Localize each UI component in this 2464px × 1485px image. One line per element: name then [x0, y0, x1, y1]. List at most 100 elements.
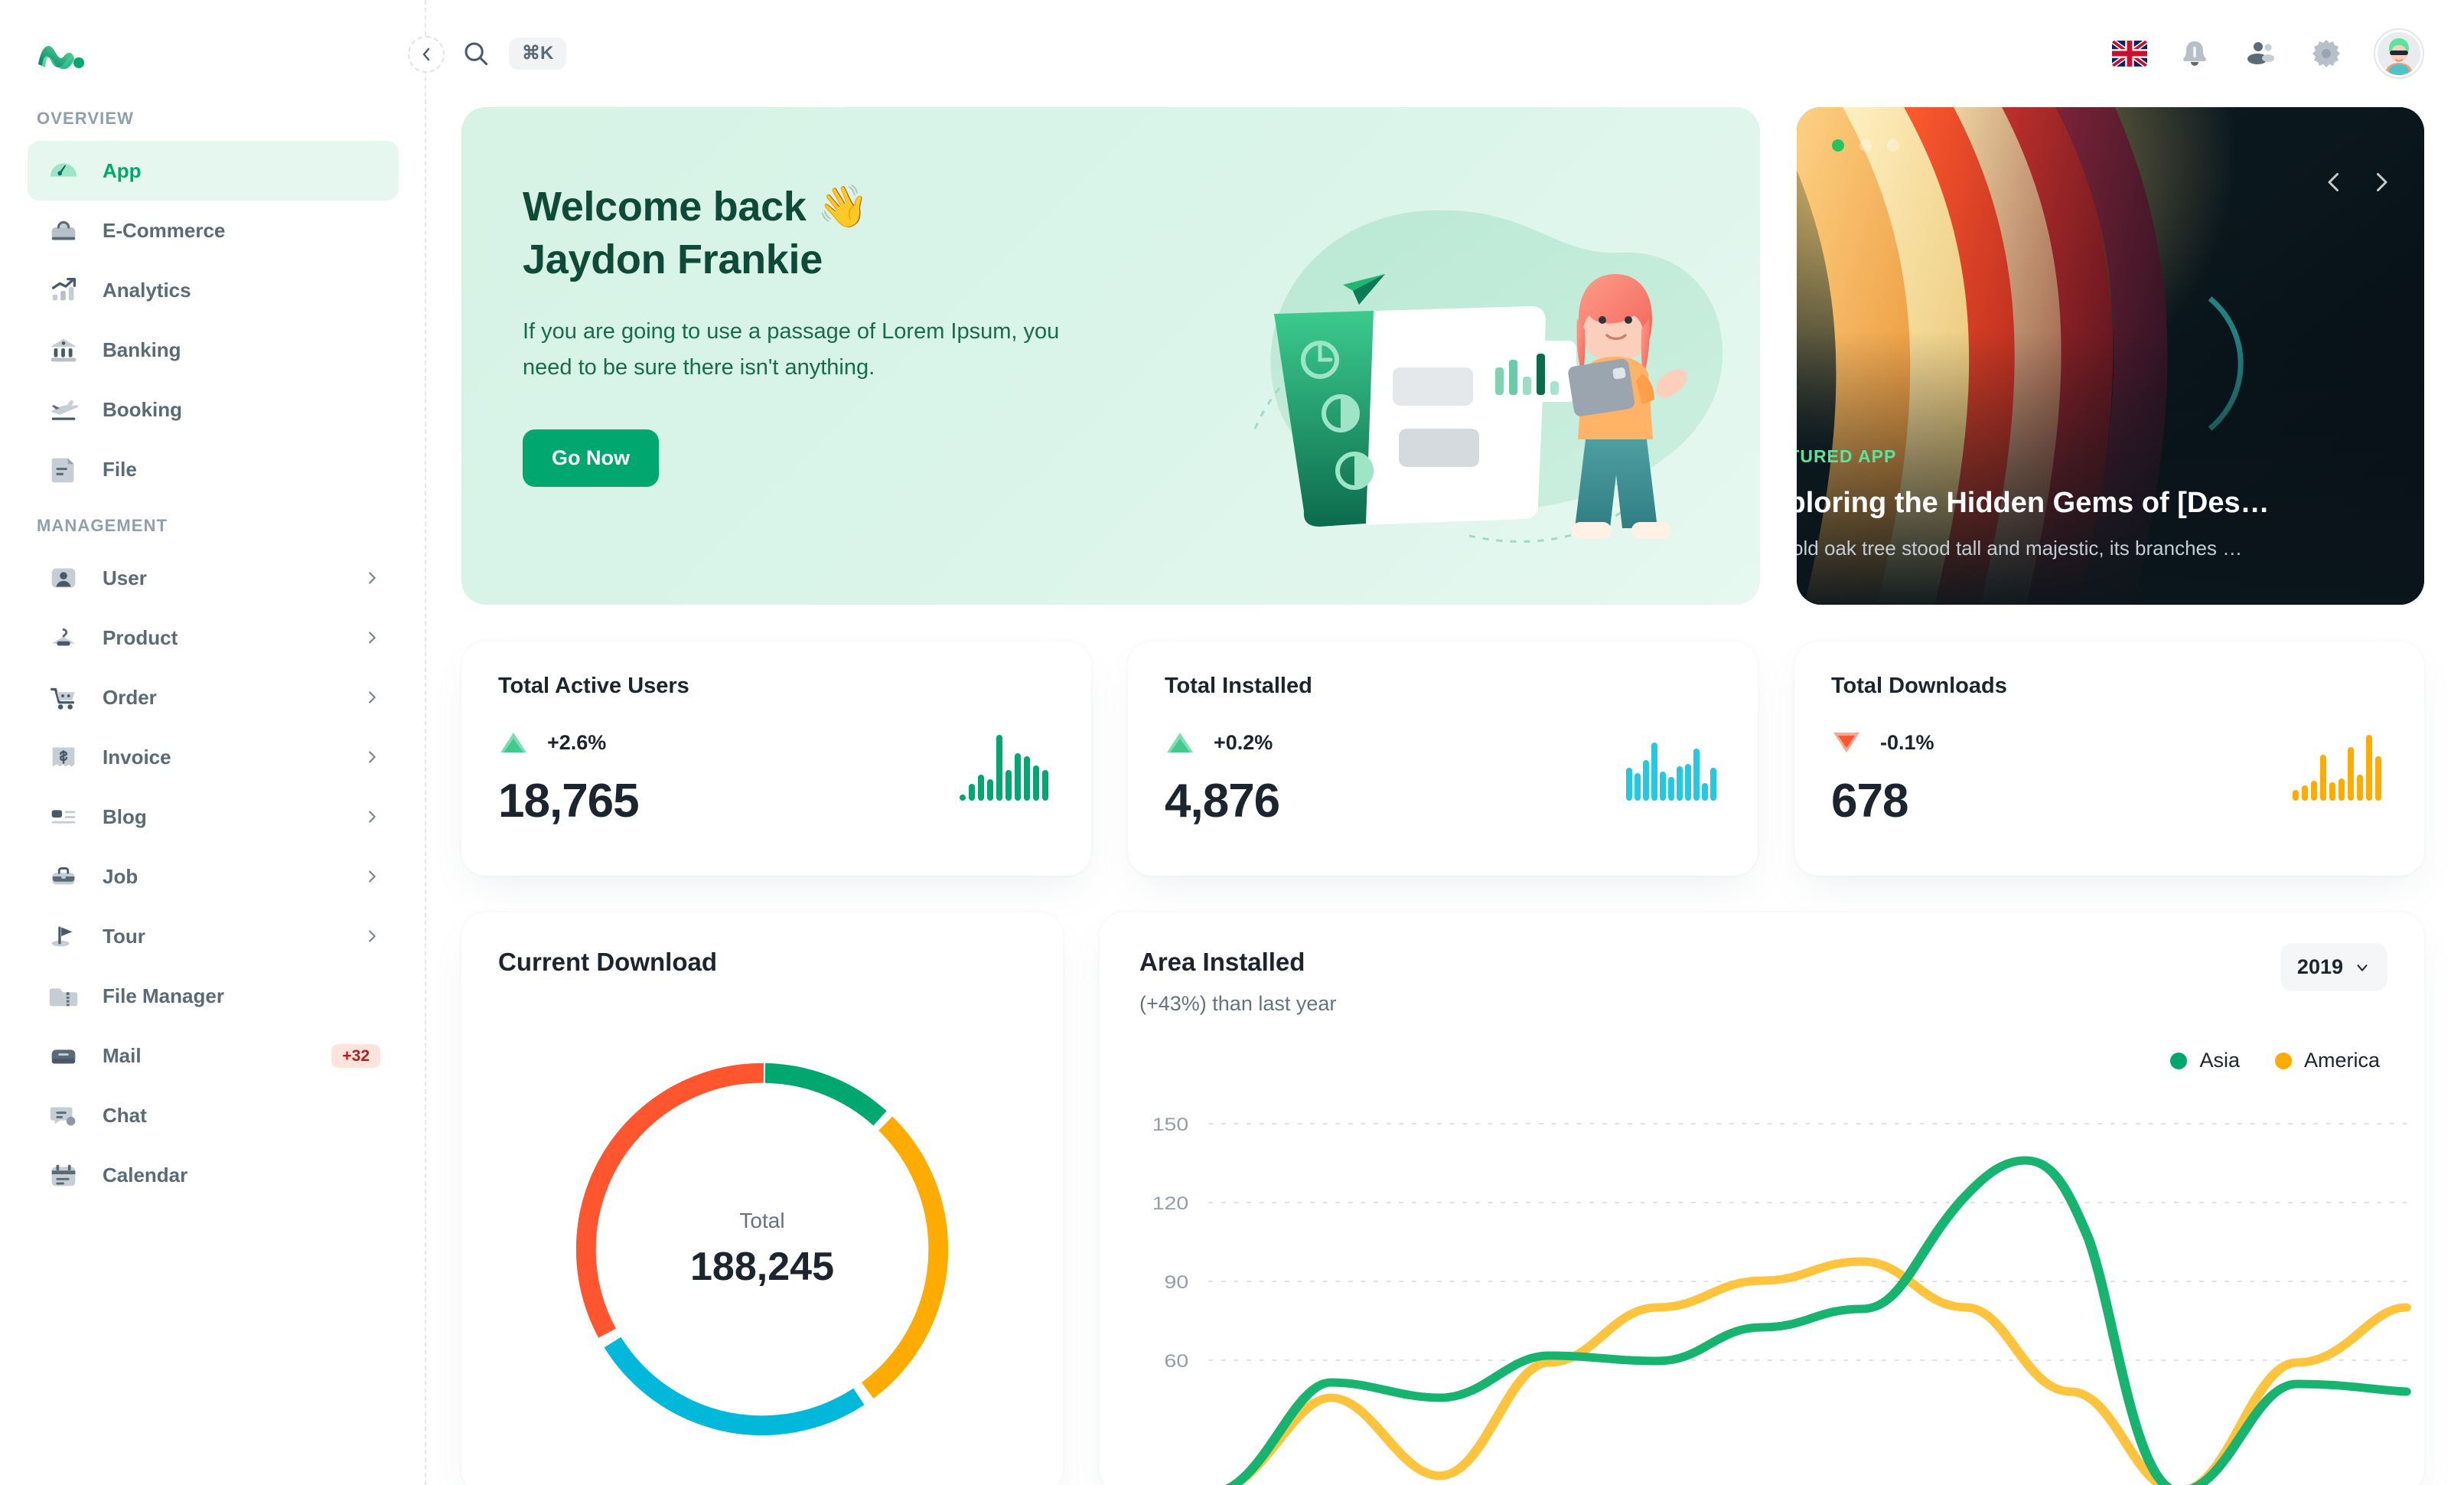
- sidebar-item-job[interactable]: Job: [28, 847, 399, 906]
- sidebar-item-file-manager[interactable]: File Manager: [28, 966, 399, 1026]
- current-download-card: Current Download: [461, 912, 1063, 1485]
- year-select[interactable]: 2019: [2280, 943, 2387, 991]
- bank-icon: [46, 332, 81, 367]
- welcome-banner: Welcome back 👋 Jaydon Frankie If you are…: [461, 107, 1760, 605]
- cart-icon: [46, 680, 81, 715]
- go-now-button[interactable]: Go Now: [523, 429, 659, 487]
- sidebar-collapse-button[interactable]: [408, 36, 445, 73]
- main-area: ⌘K: [426, 0, 2464, 1485]
- sidebar-item-label: Blog: [103, 805, 147, 828]
- sidebar-item-mail[interactable]: Mail +32: [28, 1026, 399, 1085]
- sidebar-item-label: Booking: [103, 397, 182, 421]
- donut-slice-ios[interactable]: [575, 1062, 949, 1436]
- card-title: Current Download: [498, 948, 717, 976]
- bag-icon: [46, 213, 81, 248]
- stat-title: Total Active Users: [498, 674, 689, 698]
- topbar-actions: [2112, 28, 2424, 79]
- chart-legend: Asia America: [2170, 1049, 2380, 1072]
- sidebar-item-product[interactable]: Product: [28, 608, 399, 667]
- stat-delta: +2.6%: [498, 729, 1054, 756]
- flag-icon: [46, 919, 81, 954]
- sidebar-item-label: E-Commerce: [103, 218, 226, 242]
- sidebar-item-blog[interactable]: Blog: [28, 787, 399, 847]
- stat-delta-value: +0.2%: [1214, 730, 1273, 754]
- chevron-right-icon: [369, 811, 376, 823]
- sidebar-item-label: Job: [103, 864, 139, 888]
- avatar-illustration: [2378, 32, 2420, 75]
- sidebar-item-label: File Manager: [103, 984, 224, 1007]
- stat-delta-value: +2.6%: [547, 730, 607, 754]
- sidebar-item-chat[interactable]: Chat: [28, 1085, 399, 1145]
- search-control[interactable]: ⌘K: [461, 38, 567, 70]
- bell-icon[interactable]: [2176, 35, 2213, 72]
- file-icon: [46, 452, 81, 487]
- carousel-dots[interactable]: [1832, 139, 1899, 152]
- donut-center-label: Total 188,245: [565, 1052, 960, 1447]
- featured-kicker: FEATURED APP: [1797, 446, 1897, 466]
- gear-icon[interactable]: [2308, 35, 2345, 72]
- donut-slice-window[interactable]: [575, 1062, 949, 1436]
- stat-card-total-active-users: Total Active Users +2.6% 18,765: [461, 641, 1091, 876]
- sidebar-item-file[interactable]: File: [28, 439, 399, 499]
- chat-icon: [46, 1098, 81, 1133]
- sidebar-item-label: Banking: [103, 338, 181, 361]
- legend-color-swatch: [2170, 1052, 2188, 1069]
- carousel-dot-3[interactable]: [1887, 139, 1899, 152]
- sidebar-item-label: Tour: [103, 924, 145, 948]
- search-shortcut-badge[interactable]: ⌘K: [509, 38, 567, 70]
- plane-icon: [46, 392, 81, 427]
- area-installed-card: Area Installed (+43%) than last year 201…: [1100, 912, 2424, 1485]
- carousel-prev-icon[interactable]: [2320, 168, 2348, 196]
- donut-chart: Total 188,245: [565, 1052, 960, 1447]
- sidebar-item-user[interactable]: User: [28, 548, 399, 608]
- contacts-icon[interactable]: [2242, 35, 2279, 72]
- sidebar-item-invoice[interactable]: Invoice: [28, 727, 399, 787]
- sparkline-chart: [1626, 742, 1716, 801]
- chevron-left-icon: [422, 47, 430, 61]
- stat-value: 678: [1831, 775, 1908, 827]
- sidebar-item-banking[interactable]: Banking: [28, 320, 399, 380]
- welcome-greeting: Welcome back 👋: [523, 184, 869, 230]
- sidebar-item-label: Order: [103, 685, 157, 709]
- sidebar-item-label: File: [103, 457, 137, 481]
- sidebar-item-label: Calendar: [103, 1163, 188, 1186]
- stat-delta-value: -0.1%: [1880, 730, 1934, 754]
- uk-flag-icon[interactable]: [2112, 41, 2147, 67]
- user-icon: [46, 560, 81, 596]
- chevron-right-icon: [369, 572, 376, 584]
- analytics-icon: [46, 273, 81, 308]
- sparkline-chart: [960, 735, 1048, 801]
- invoice-icon: [46, 739, 81, 775]
- sidebar-item-tour[interactable]: Tour: [28, 906, 399, 966]
- stat-title: Total Installed: [1165, 674, 1312, 698]
- sidebar-item-order[interactable]: Order: [28, 667, 399, 727]
- donut-slice-android[interactable]: [575, 1062, 949, 1436]
- sidebar-item-calendar[interactable]: Calendar: [28, 1145, 399, 1205]
- top-bar: ⌘K: [426, 0, 2464, 107]
- carousel-next-icon[interactable]: [2368, 168, 2395, 196]
- sidebar-item-analytics[interactable]: Analytics: [28, 260, 399, 320]
- welcome-description: If you are going to use a passage of Lor…: [523, 319, 1060, 380]
- sidebar-item-booking[interactable]: Booking: [28, 380, 399, 439]
- avatar[interactable]: [2374, 28, 2424, 79]
- year-select-value: 2019: [2296, 955, 2343, 978]
- donut-chart-svg: [575, 1062, 949, 1436]
- sidebar-item-app[interactable]: App: [28, 141, 399, 201]
- carousel-arrows: [2320, 168, 2395, 196]
- featured-app-card[interactable]: FEATURED APP Exploring the Hidden Gems o…: [1797, 107, 2424, 605]
- legend-item-america[interactable]: America: [2274, 1049, 2380, 1072]
- sidebar-item-label: Product: [103, 625, 178, 649]
- sidebar-item-e-commerce[interactable]: E-Commerce: [28, 201, 399, 260]
- sidebar-item-label: App: [103, 158, 142, 182]
- stat-value: 4,876: [1165, 775, 1280, 827]
- carousel-dot-2[interactable]: [1859, 139, 1872, 152]
- search-icon[interactable]: [461, 39, 491, 68]
- legend-item-asia[interactable]: Asia: [2170, 1049, 2240, 1072]
- welcome-user-name: Jaydon Frankie: [523, 237, 823, 283]
- featured-title: Exploring the Hidden Gems of [Des…: [1797, 487, 2270, 519]
- carousel-dot-1[interactable]: [1832, 139, 1844, 152]
- sidebar-divider: [425, 0, 426, 1485]
- brand-logo[interactable]: [0, 0, 426, 92]
- legend-label: Asia: [2199, 1049, 2240, 1072]
